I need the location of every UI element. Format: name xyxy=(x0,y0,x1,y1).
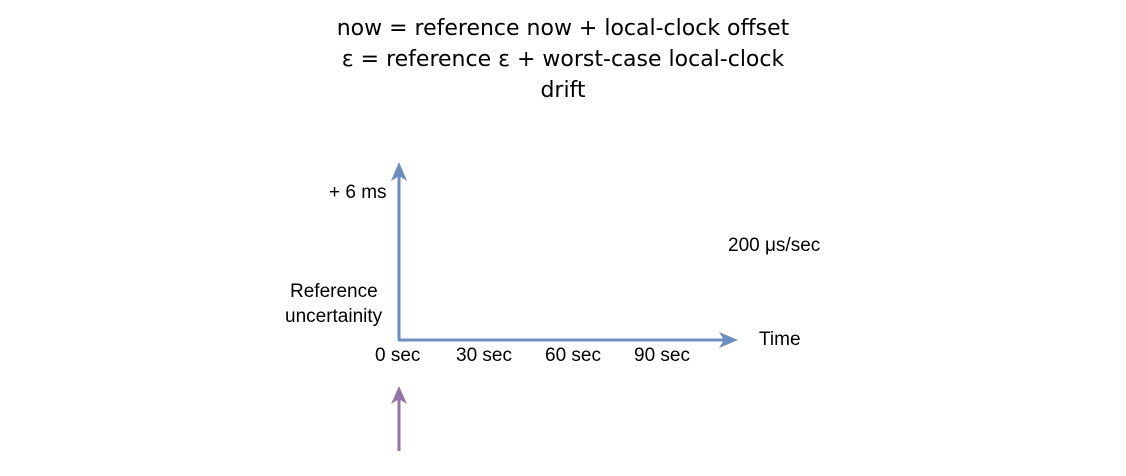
x-axis-arrow xyxy=(398,332,738,348)
reference-uncertainty-label-line2: uncertainity xyxy=(285,306,383,327)
x-tick-label: 60 sec xyxy=(545,345,601,366)
x-axis-label: Time xyxy=(759,329,801,350)
x-tick-label: 90 sec xyxy=(634,345,690,366)
formula-epsilon-continued: drift xyxy=(540,78,586,103)
x-tick-label: 0 sec xyxy=(375,345,421,366)
drift-rate-label: 200 μs/sec xyxy=(728,235,821,256)
current-time-marker-arrow xyxy=(391,386,407,451)
y-axis-top-label: + 6 ms xyxy=(329,182,387,203)
reference-uncertainty-label-line1: Reference xyxy=(290,281,378,302)
y-axis-arrow xyxy=(391,162,407,340)
x-tick-label: 30 sec xyxy=(456,345,512,366)
formula-now: now = reference now + local-clock offset xyxy=(336,16,790,41)
formula-epsilon: ε = reference ε + worst-case local-clock xyxy=(341,47,785,72)
